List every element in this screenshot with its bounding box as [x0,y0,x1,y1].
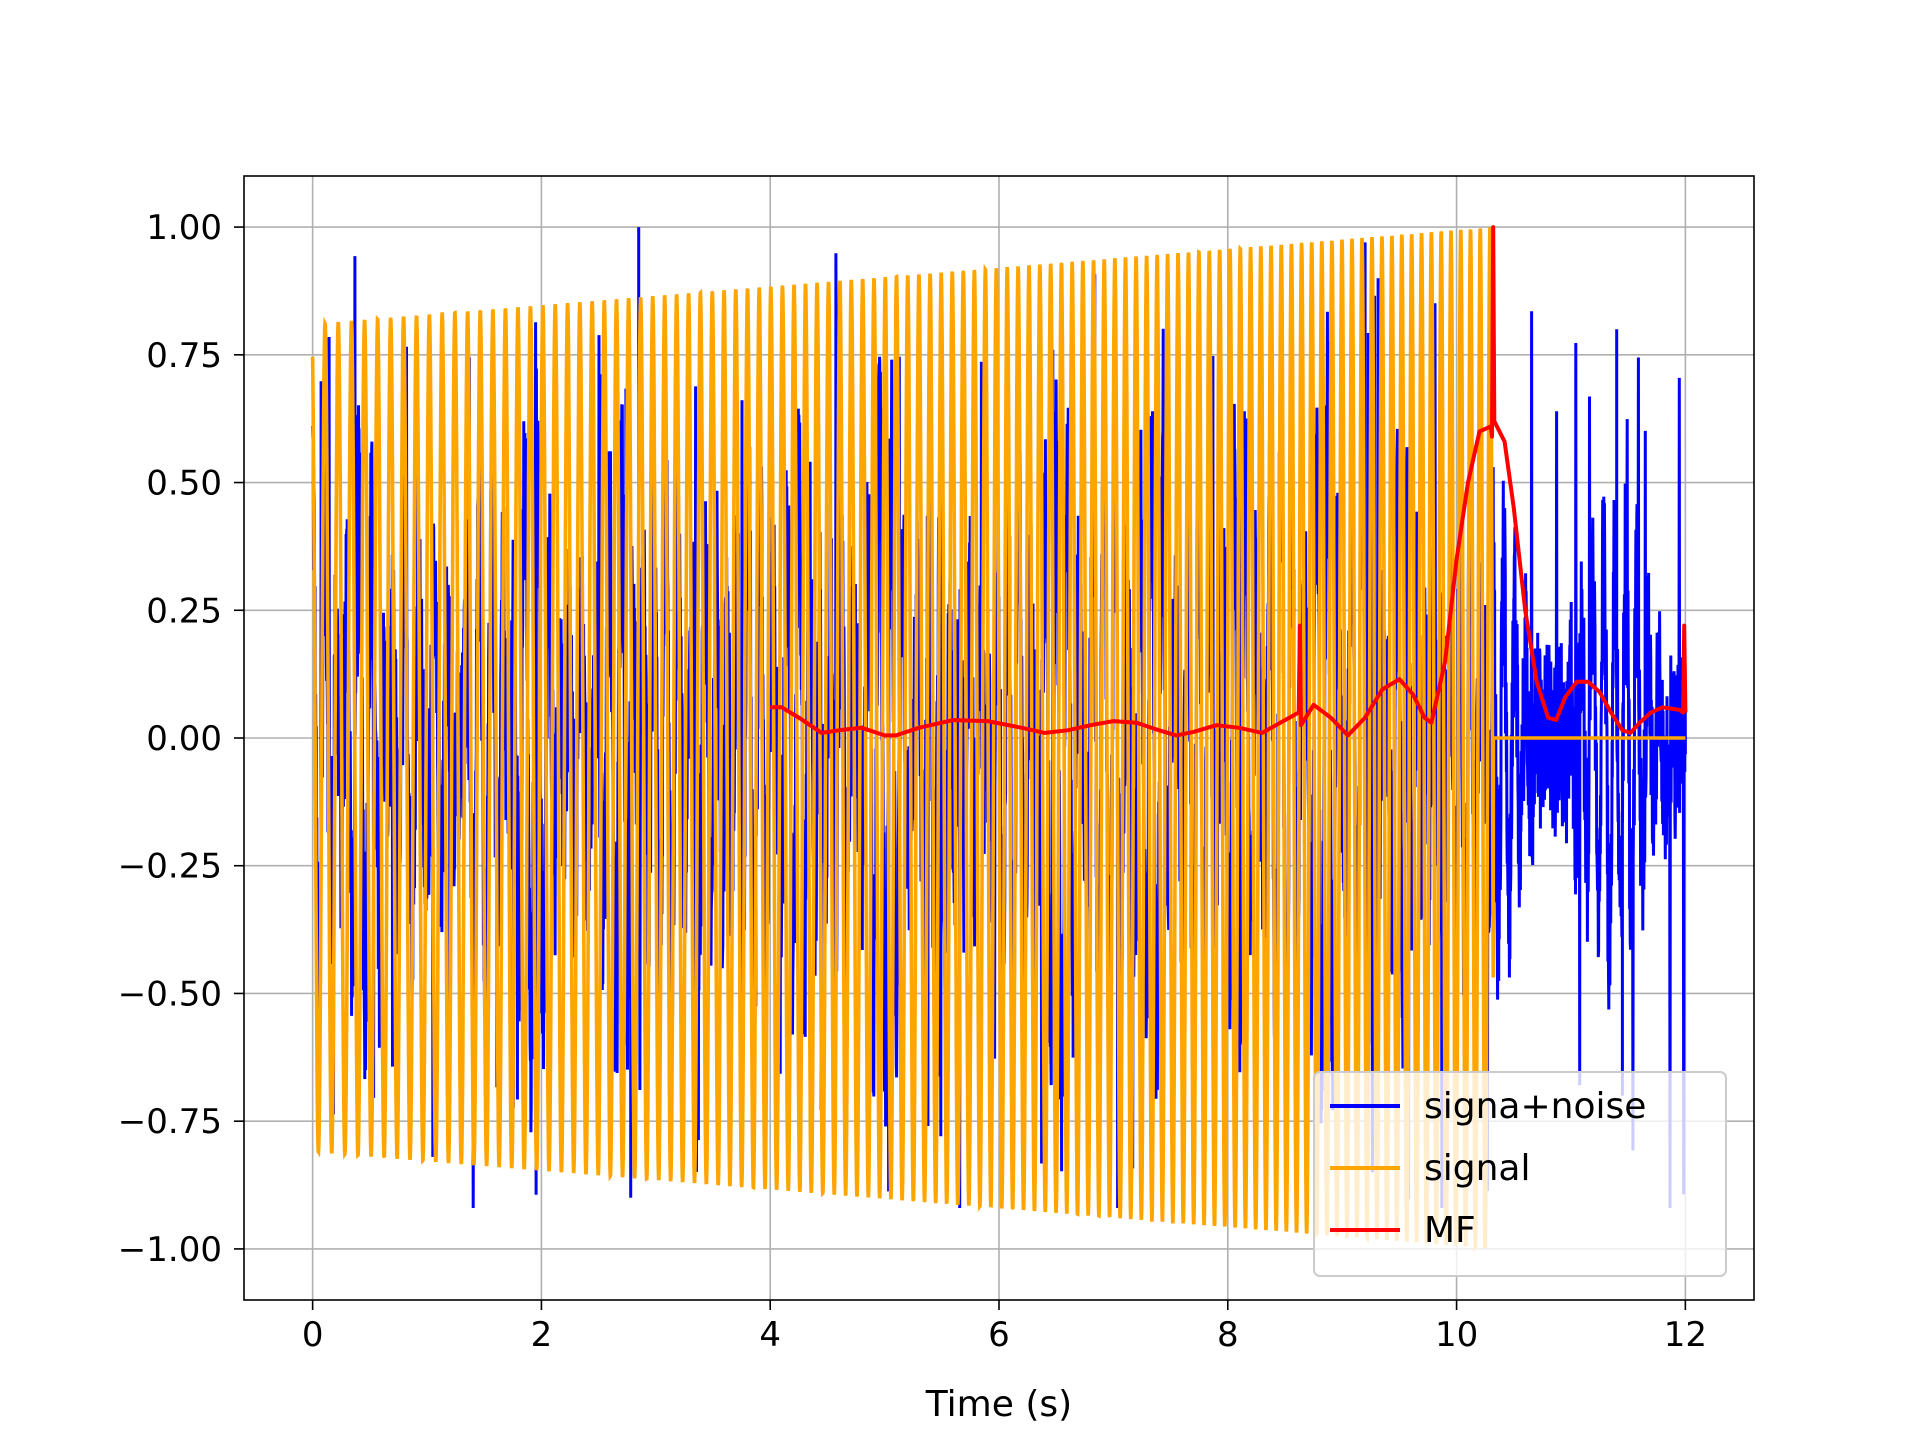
x-tick-label: 2 [531,1315,553,1355]
series-mf-line [770,225,1688,738]
x-tick-label: 8 [1217,1315,1239,1355]
y-tick-label: −0.25 [118,847,222,887]
x-tick-label: 4 [759,1315,781,1355]
legend-box [1313,1071,1727,1277]
y-tick-label: 0.00 [146,719,222,759]
legend-label: signa+noise [1424,1086,1646,1127]
y-tick-label: −1.00 [118,1230,222,1270]
y-tick-label: 0.50 [146,464,222,504]
x-tick-label: 12 [1664,1315,1707,1355]
legend-label: signal [1424,1148,1531,1189]
y-tick-label: −0.75 [118,1102,222,1142]
tick-layer: 0 2 4 6 8 10 12 −1.00 −0.75 −0.50 −0.25 0.00 0.25 0.5… [118,208,1707,1355]
x-tick-label: 10 [1435,1315,1478,1355]
x-tick-label: 6 [988,1315,1010,1355]
x-axis-label: Time (s) [925,1384,1072,1425]
y-tick-label: 0.75 [146,336,222,376]
y-tick-label: 0.25 [146,591,222,631]
x-tick-label: 0 [302,1315,324,1355]
y-tick-label: −0.50 [118,974,222,1014]
y-tick-label: 1.00 [146,208,222,248]
legend: signa+noise signal MF [1313,1071,1727,1277]
legend-label: MF [1424,1210,1476,1251]
